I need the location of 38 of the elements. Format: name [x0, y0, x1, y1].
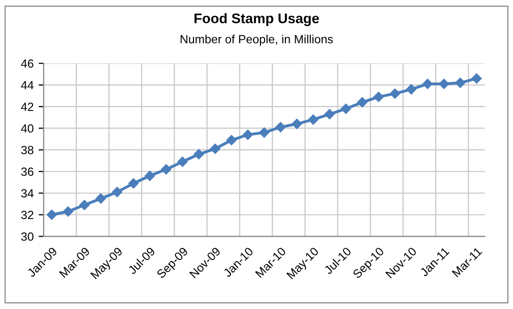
point: [226, 135, 237, 146]
point: [390, 88, 400, 99]
point: [128, 178, 139, 189]
point: [357, 97, 368, 108]
point: [79, 200, 90, 210]
point: [63, 206, 74, 217]
y-tick-label: 36: [21, 168, 34, 176]
point: [324, 109, 335, 120]
point: [438, 78, 450, 90]
point: [308, 114, 318, 125]
point: [46, 210, 57, 220]
y-tick-label: 40: [21, 124, 34, 133]
y-tick-label: 30: [21, 232, 34, 241]
chart-title: Food Stamp Usage: [194, 13, 319, 26]
point: [373, 92, 384, 102]
point: [455, 78, 466, 88]
point: [406, 84, 416, 94]
point: [177, 156, 188, 167]
point: [144, 170, 155, 181]
point: [292, 118, 302, 130]
point: [259, 127, 270, 138]
point: [422, 78, 433, 90]
y-tick-label: 34: [21, 189, 34, 198]
point: [112, 186, 122, 198]
point: [472, 73, 482, 84]
point: [210, 144, 220, 154]
y-tick-label: 42: [21, 102, 34, 111]
y-tick-label: 32: [21, 210, 34, 220]
point: [242, 130, 253, 140]
point: [161, 164, 172, 174]
point: [194, 149, 204, 160]
y-tick-label: 44: [21, 81, 34, 90]
point: [275, 122, 286, 132]
chart-subtitle: Number of People, in Millions: [180, 34, 333, 46]
y-tick-label: 38: [21, 146, 34, 154]
point: [340, 104, 352, 114]
point: [96, 193, 106, 204]
y-tick-label: 46: [21, 59, 34, 68]
